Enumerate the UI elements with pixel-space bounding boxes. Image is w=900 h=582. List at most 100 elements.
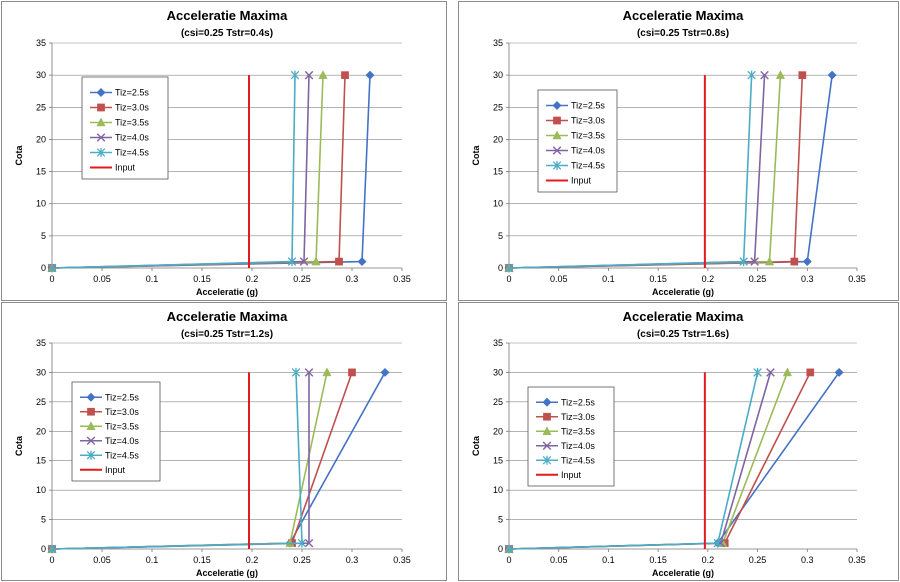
y-tick-label: 15 bbox=[493, 456, 503, 466]
y-tick-label: 25 bbox=[36, 102, 46, 112]
legend-entry: Tiz=3.5s bbox=[561, 426, 595, 436]
legend-entry: Tiz=2.5s bbox=[571, 101, 605, 111]
x-tick-label: 0 bbox=[506, 555, 511, 565]
y-tick-label: 30 bbox=[493, 367, 503, 377]
data-point bbox=[380, 367, 390, 377]
x-tick-label: 0.35 bbox=[393, 555, 411, 565]
data-point bbox=[47, 544, 57, 554]
data-point bbox=[357, 257, 367, 267]
data-point bbox=[806, 368, 815, 377]
legend-entry: Input bbox=[105, 465, 126, 475]
x-tick-label: 0.2 bbox=[246, 555, 259, 565]
x-tick-label: 0 bbox=[506, 274, 511, 284]
data-point bbox=[750, 257, 759, 266]
series-Tiz=4.5s bbox=[47, 367, 307, 554]
legend-marker bbox=[542, 441, 552, 451]
data-point bbox=[47, 263, 57, 273]
y-tick-label: 20 bbox=[36, 426, 46, 436]
legend-marker bbox=[542, 455, 552, 465]
x-axis-title: Acceleratie (g) bbox=[652, 287, 714, 297]
y-tick-label: 35 bbox=[36, 38, 46, 48]
data-point bbox=[348, 368, 356, 377]
y-tick-label: 30 bbox=[36, 70, 46, 80]
legend-entry: Tiz=4.0s bbox=[115, 133, 149, 143]
legend: Tiz=2.5s Tiz=3.0s Tiz=3.5s Tiz=4.0s Tiz=4.5s… bbox=[527, 386, 615, 487]
y-tick-label: 5 bbox=[41, 231, 46, 241]
data-point bbox=[775, 70, 786, 79]
series-Tiz=4.5s bbox=[47, 70, 300, 273]
legend-marker bbox=[97, 103, 105, 112]
data-point bbox=[827, 70, 837, 80]
data-point bbox=[290, 70, 300, 80]
legend-entry: Tiz=2.5s bbox=[105, 392, 139, 402]
legend-marker bbox=[87, 407, 95, 416]
legend-box bbox=[71, 381, 161, 482]
chart-subtitle: (csi=0.25 Tstr=1.6s) bbox=[637, 329, 729, 340]
x-tick-label: 0.3 bbox=[801, 555, 814, 565]
legend-marker bbox=[542, 426, 552, 435]
x-tick-label: 0.05 bbox=[550, 555, 568, 565]
data-point bbox=[322, 367, 332, 377]
data-point bbox=[764, 256, 775, 266]
y-tick-label: 5 bbox=[498, 231, 503, 241]
legend-entry: Tiz=3.5s bbox=[115, 118, 149, 128]
data-point bbox=[766, 368, 775, 377]
y-tick-label: 25 bbox=[36, 397, 46, 407]
data-point bbox=[753, 367, 762, 377]
x-tick-label: 0.2 bbox=[246, 274, 259, 284]
data-point bbox=[790, 257, 799, 266]
x-tick-label: 0.2 bbox=[702, 555, 715, 565]
legend-box bbox=[527, 386, 615, 487]
data-point bbox=[365, 70, 375, 80]
data-point bbox=[834, 367, 844, 377]
legend: Tiz=2.5s Tiz=3.0s Tiz=3.5s Tiz=4.0s Tiz=4.5s… bbox=[537, 89, 618, 193]
x-tick-label: 0.25 bbox=[293, 555, 311, 565]
x-tick-label: 0.35 bbox=[848, 555, 866, 565]
x-tick-label: 0.05 bbox=[93, 555, 111, 565]
data-point bbox=[504, 263, 514, 273]
legend-marker bbox=[542, 397, 552, 407]
x-tick-label: 0.1 bbox=[146, 274, 159, 284]
y-tick-label: 5 bbox=[498, 515, 503, 525]
x-tick-label: 0.15 bbox=[193, 555, 211, 565]
legend-marker bbox=[86, 421, 96, 430]
x-tick-label: 0.25 bbox=[293, 274, 311, 284]
legend-marker bbox=[96, 148, 106, 157]
data-point bbox=[297, 538, 307, 548]
y-tick-label: 35 bbox=[36, 338, 46, 348]
data-point bbox=[798, 71, 807, 79]
x-tick-label: 0.15 bbox=[649, 555, 667, 565]
y-tick-label: 35 bbox=[493, 38, 503, 48]
data-point bbox=[311, 256, 321, 266]
legend-marker bbox=[96, 117, 106, 127]
legend-marker bbox=[552, 130, 562, 140]
x-tick-label: 0.2 bbox=[702, 274, 715, 284]
legend-entry: Tiz=3.0s bbox=[105, 407, 139, 417]
y-tick-label: 0 bbox=[498, 544, 503, 554]
y-tick-label: 10 bbox=[36, 485, 46, 495]
legend-marker bbox=[552, 146, 562, 155]
legend-marker bbox=[86, 450, 96, 460]
legend-box bbox=[81, 76, 169, 180]
legend-marker bbox=[552, 100, 562, 111]
legend-marker bbox=[96, 133, 106, 142]
x-tick-label: 0.1 bbox=[602, 555, 615, 565]
legend-entry: Tiz=2.5s bbox=[115, 88, 149, 98]
y-tick-label: 10 bbox=[493, 199, 503, 209]
y-tick-label: 35 bbox=[493, 338, 503, 348]
data-point bbox=[504, 544, 514, 554]
x-axis-title: Acceleratie (g) bbox=[652, 568, 714, 578]
x-tick-label: 0.15 bbox=[193, 274, 211, 284]
y-tick-label: 20 bbox=[493, 134, 503, 144]
legend-marker bbox=[552, 161, 562, 170]
chart-title: Acceleratie Maxima bbox=[167, 8, 288, 23]
data-point bbox=[318, 70, 328, 79]
legend-entry: Input bbox=[571, 176, 592, 186]
panel-border bbox=[1, 1, 447, 301]
x-tick-label: 0.05 bbox=[550, 274, 568, 284]
x-tick-label: 0.25 bbox=[749, 274, 767, 284]
y-tick-label: 15 bbox=[493, 167, 503, 177]
y-tick-label: 25 bbox=[493, 397, 503, 407]
data-point bbox=[782, 367, 793, 377]
